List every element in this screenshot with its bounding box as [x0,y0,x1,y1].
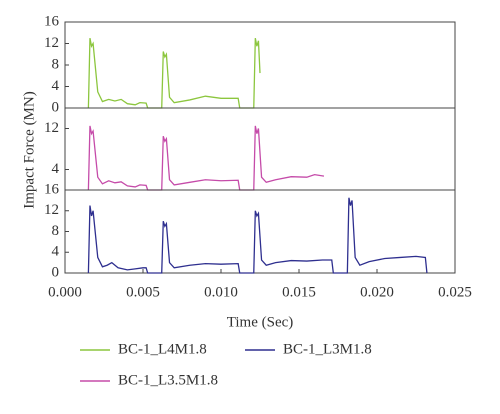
x-tick-label: 0.025 [438,284,472,300]
y-tick-label: 4 [52,244,60,260]
legend-label: BC-1_L3.5M1.8 [118,372,218,388]
data-line [87,197,428,274]
y-tick-label: 0 [52,99,60,115]
x-tick-label: 0.010 [204,284,238,300]
x-tick-label: 0.015 [282,284,316,300]
y-tick-label: 12 [44,202,59,218]
legend-label: BC-1_L4M1.8 [118,341,207,357]
y-tick-label: 4 [52,78,60,94]
y-tick-label: 12 [44,120,59,136]
x-tick-label: 0.000 [48,284,82,300]
y-tick-label: 4 [52,161,60,177]
y-tick-label: 8 [52,223,60,239]
data-line [87,38,261,109]
y-tick-label: 0 [52,264,60,280]
y-axis-label: Impact Force (MN) [21,91,37,208]
y-tick-label: 16 [44,13,60,29]
y-tick-label: 8 [52,56,60,72]
data-line [87,125,325,191]
y-tick-label: 12 [44,35,59,51]
x-tick-label: 0.005 [126,284,160,300]
legend-label: BC-1_L3M1.8 [283,341,372,357]
y-tick-label: 16 [44,181,60,197]
x-axis-label: Time (Sec) [227,314,294,330]
x-tick-label: 0.020 [360,284,394,300]
